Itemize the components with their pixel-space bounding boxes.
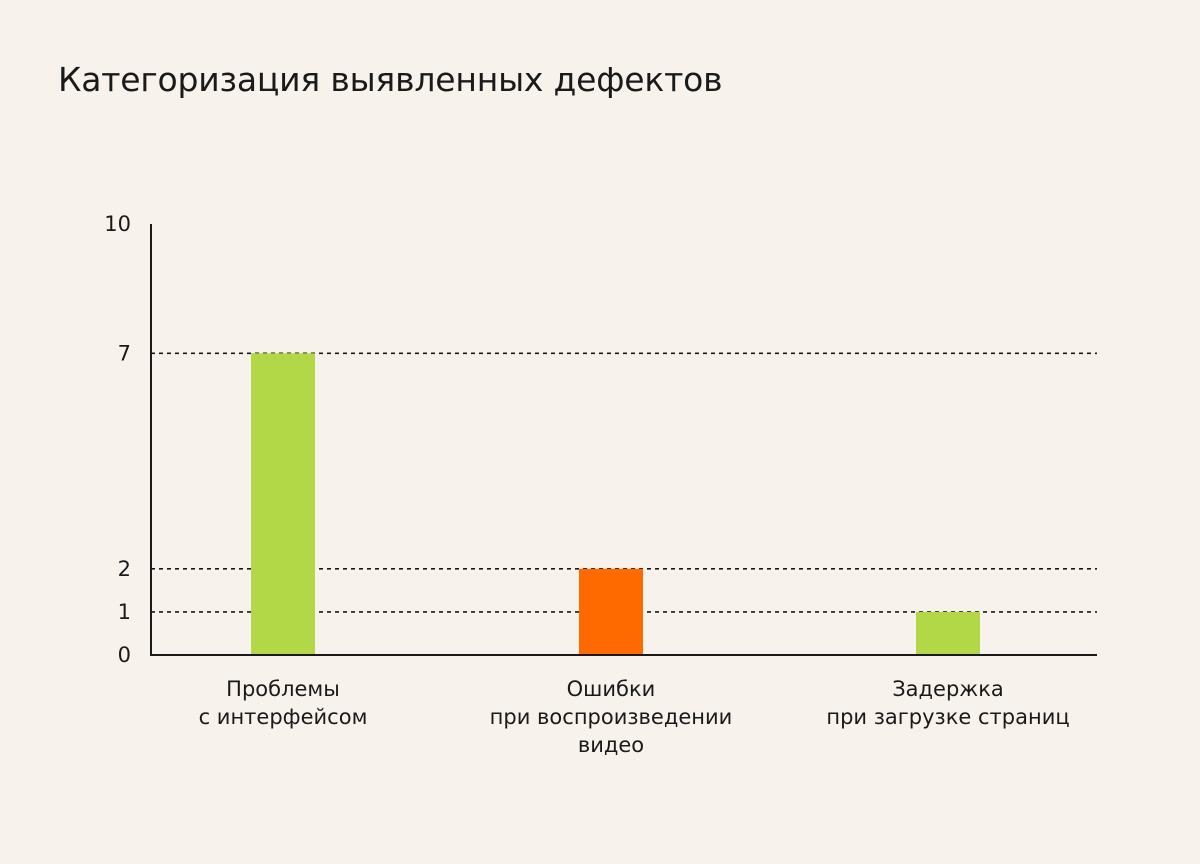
axes-group (150, 224, 1097, 656)
category-label-line: с интерфейсом (199, 705, 368, 729)
category-label-line: при загрузке страниц (826, 705, 1069, 729)
category-label-line: видео (578, 733, 644, 757)
category-label-1: Проблемы с интерфейсом (199, 677, 368, 729)
category-label-line: Проблемы (226, 677, 340, 701)
y-tick-label-10: 10 (104, 212, 131, 236)
category-label-3: Задержка при загрузке страниц (826, 677, 1069, 729)
y-tick-label-0: 0 (118, 643, 131, 667)
bar-3 (916, 611, 980, 655)
y-tick-labels: 0 1 2 7 10 (104, 212, 131, 667)
bars-group (251, 353, 980, 655)
y-tick-label-1: 1 (118, 600, 131, 624)
y-tick-label-7: 7 (118, 341, 131, 365)
chart-title: Категоризация выявленных дефектов (58, 60, 723, 99)
category-label-line: Ошибки (567, 677, 656, 701)
category-label-line: при воспроизведении (490, 705, 733, 729)
bar-2 (579, 568, 643, 655)
category-label-line: Задержка (892, 677, 1004, 701)
bar-1 (251, 353, 315, 655)
category-label-2: Ошибки при воспроизведении видео (490, 677, 733, 757)
x-category-labels: Проблемы с интерфейсом Ошибки при воспроизв… (199, 677, 1070, 757)
y-tick-label-2: 2 (118, 557, 131, 581)
